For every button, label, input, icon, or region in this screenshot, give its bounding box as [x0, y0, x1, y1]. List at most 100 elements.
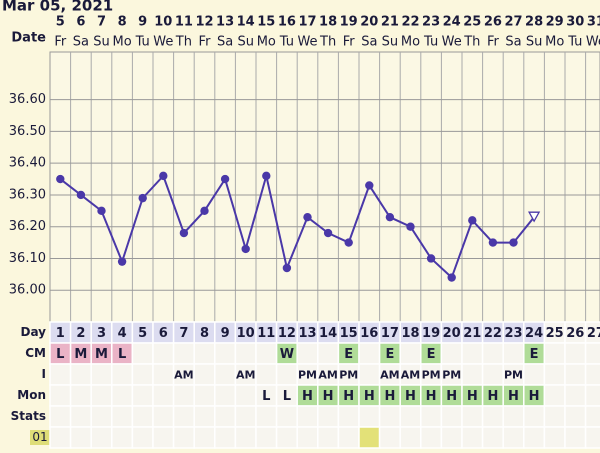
weekday: Mo [401, 35, 420, 50]
cell [234, 426, 257, 449]
cell [502, 342, 525, 365]
cell [543, 426, 566, 449]
date-number: 20 [360, 15, 378, 30]
cell [172, 426, 195, 449]
date-number: 14 [237, 15, 255, 30]
temperature-point [509, 238, 518, 247]
temperature-point [426, 254, 436, 263]
cell [234, 405, 257, 428]
row-label: Mon [17, 388, 46, 402]
cell [234, 342, 257, 365]
row-label-box [30, 430, 50, 445]
weekday: Sa [505, 35, 521, 50]
date-number: 26 [484, 15, 502, 30]
date-number: 5 [56, 15, 65, 30]
temperature-point [344, 238, 353, 247]
date-number: 28 [525, 15, 543, 30]
cell-text: E [427, 347, 436, 362]
cell [69, 384, 92, 407]
cycle-day: 7 [179, 326, 188, 341]
cell [358, 426, 381, 449]
cycle-day: 15 [340, 326, 358, 341]
date-number: 9 [138, 15, 147, 30]
cell-text: H [343, 389, 354, 404]
cell-text: PM [504, 369, 523, 382]
row-label: Stats [11, 409, 46, 423]
cycle-day: 20 [443, 326, 461, 341]
temperature-point [179, 228, 189, 238]
cycle-day: 25 [546, 326, 564, 341]
cell-text: AM [401, 369, 420, 382]
weekday: Th [319, 35, 336, 50]
cell-text: H [364, 389, 375, 404]
cell [523, 405, 546, 428]
cycle-day: 24 [525, 326, 543, 341]
date-number: 18 [319, 15, 337, 30]
cell [420, 426, 443, 449]
date-number: 31 [587, 15, 600, 30]
cell [317, 342, 340, 365]
cell [69, 426, 92, 449]
cell [193, 405, 216, 428]
date-number: 16 [278, 15, 296, 30]
temperature-point [468, 216, 477, 225]
cell [584, 426, 600, 449]
temperature-point [200, 206, 209, 216]
weekday: Mo [113, 35, 132, 50]
y-tick-label: 36.60 [9, 92, 46, 107]
temperature-line [59, 173, 535, 280]
weekday: Mo [545, 35, 564, 50]
weekday: Su [237, 35, 254, 50]
date-number: 30 [566, 15, 584, 30]
cell [69, 363, 92, 386]
cell-text: H [487, 389, 498, 404]
cell-text: L [262, 389, 270, 404]
cell [440, 342, 463, 365]
cycle-day: 10 [237, 326, 255, 341]
cell [131, 405, 154, 428]
cell-text: PM [442, 369, 461, 382]
row-label: I [42, 367, 46, 381]
cell-text: H [405, 389, 416, 404]
cell [481, 405, 504, 428]
date-number: 8 [118, 15, 127, 30]
weekday: Mo [257, 35, 276, 50]
cell-text: AM [236, 369, 255, 382]
cell [543, 384, 566, 407]
date-number: 15 [257, 15, 275, 30]
cycle-day: 23 [504, 326, 522, 341]
cell [543, 405, 566, 428]
cycle-day: 3 [97, 326, 106, 341]
temperature-point [406, 222, 415, 231]
weekday: Sa [217, 35, 233, 50]
cell [543, 363, 566, 386]
cell [296, 405, 319, 428]
cycle-day: 8 [200, 326, 209, 341]
temperature-point [303, 212, 312, 222]
date-number: 11 [175, 15, 193, 30]
cell [502, 405, 525, 428]
cell [131, 363, 154, 386]
weekday: Th [463, 35, 480, 50]
cell [358, 405, 381, 428]
cell [49, 384, 72, 407]
cell-text: H [508, 389, 519, 404]
cell-text: PM [298, 369, 317, 382]
cell [481, 426, 504, 449]
cycle-day: 17 [381, 326, 399, 341]
cell [543, 342, 566, 365]
weekday: We [153, 35, 173, 50]
cell-text: H [446, 389, 457, 404]
cycle-day: 21 [463, 326, 481, 341]
cell [296, 342, 319, 365]
cell [275, 405, 298, 428]
cell-text: E [530, 347, 539, 362]
cell [337, 426, 360, 449]
cell [111, 384, 134, 407]
cell [378, 426, 401, 449]
date-number: 19 [340, 15, 358, 30]
cell [337, 405, 360, 428]
cell [461, 363, 484, 386]
weekday: Fr [343, 35, 356, 50]
cell [399, 342, 422, 365]
